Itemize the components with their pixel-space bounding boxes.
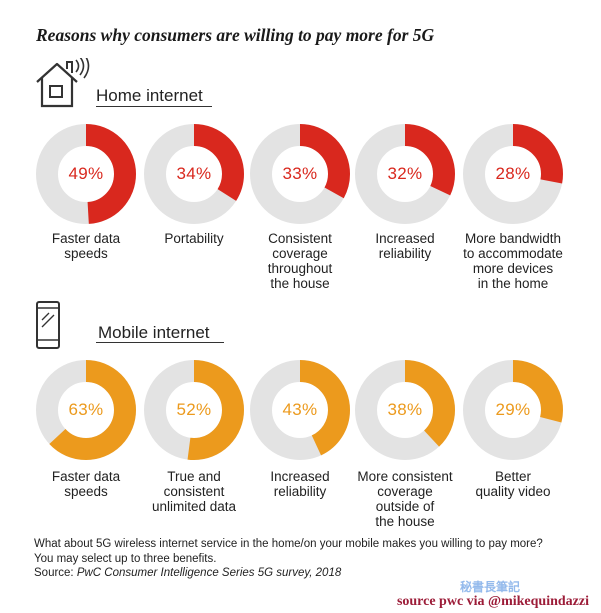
donut-category-label: Increased reliability (343, 231, 467, 261)
donut-home-5: 28% (463, 124, 563, 224)
donut-category-label-line: reliability (378, 246, 432, 261)
donut-category-label-line: More consistent (357, 469, 453, 484)
donut-percentage: 33% (282, 164, 318, 183)
donut-category-label: True and consistent unlimited data (132, 469, 256, 514)
donut-home-3: 33% (250, 124, 350, 224)
section-label-home: Home internet (96, 86, 203, 105)
donut-category-label-line: speeds (64, 484, 108, 499)
donut-category-label: Consistent coverage throughout the house (238, 231, 362, 291)
donut-category-label: Portability (132, 231, 256, 246)
donut-percentage: 32% (387, 164, 423, 183)
house-wifi-icon (34, 53, 96, 115)
survey-instruction: You may select up to three benefits. (34, 552, 217, 565)
donut-svg (463, 360, 563, 460)
donut-value-arc (355, 124, 455, 224)
donut-value-arc (250, 124, 350, 224)
source-line: Source: PwC Consumer Intelligence Series… (34, 566, 594, 581)
donut-category-label-line: Faster data (51, 231, 121, 246)
donut-percentage: 63% (68, 400, 104, 419)
donut-category-label-line: coverage (272, 246, 328, 261)
donut-home-2: 34% (144, 124, 244, 224)
donut-svg (355, 360, 455, 460)
donut-svg (144, 360, 244, 460)
donut-percentage: 38% (387, 400, 423, 419)
donut-mobile-2: 52% (144, 360, 244, 460)
donut-category-label: Increased reliability (238, 469, 362, 499)
donut-value-arc (355, 360, 455, 460)
donut-svg (355, 124, 455, 224)
donut-category-label-line: to accommodate (463, 246, 563, 261)
donut-category-label-line: more devices (472, 261, 554, 276)
donut-value-arc (36, 360, 136, 460)
donut-category-label-line: Faster data (51, 469, 121, 484)
donut-value-arc (463, 124, 563, 224)
donut-category-label-line: the house (270, 276, 330, 291)
donut-category-label-line: Better (494, 469, 532, 484)
donut-category-label-line: Increased (270, 469, 330, 484)
donut-category-label: More bandwidth to accommodate more devices… (451, 231, 575, 291)
donut-value-arc (463, 360, 563, 460)
donut-category-label-line: quality video (475, 484, 551, 499)
donut-svg (36, 360, 136, 460)
smartphone-icon (34, 300, 64, 357)
donut-value-arc (144, 360, 244, 460)
source-prefix: Source: (34, 567, 77, 579)
footnote: What about 5G wireless internet service … (34, 537, 594, 581)
donut-svg (250, 360, 350, 460)
donut-category-label-line: the house (375, 514, 435, 529)
chart-title: Reasons why consumers are willing to pay… (36, 25, 435, 45)
section-label-mobile: Mobile internet (98, 323, 210, 342)
donut-mobile-1: 63% (36, 360, 136, 460)
donut-category-label: More consistent coverage outside of the hou… (343, 469, 467, 529)
donut-category-label-line: reliability (273, 484, 327, 499)
section-divider-mobile (96, 342, 224, 343)
donut-svg (36, 124, 136, 224)
donut-percentage: 52% (176, 400, 212, 419)
donut-home-1: 49% (36, 124, 136, 224)
donut-percentage: 29% (495, 400, 531, 419)
donut-category-label-line: throughout (267, 261, 333, 276)
donut-value-arc (36, 124, 136, 224)
donut-category-label-line: True and (167, 469, 221, 484)
donut-percentage: 28% (495, 164, 531, 183)
donut-category-label-line: Consistent (268, 231, 332, 246)
donut-category-label-line: Portability (164, 231, 224, 246)
donut-category-label-line: More bandwidth (464, 231, 562, 246)
donut-percentage: 43% (282, 400, 318, 419)
section-divider-home (96, 106, 212, 107)
donut-category-label-line: unlimited data (151, 499, 237, 514)
survey-question: What about 5G wireless internet service … (34, 538, 543, 550)
donut-category-label-line: speeds (64, 246, 108, 261)
donut-value-arc (144, 124, 244, 224)
donut-category-label: Better quality video (451, 469, 575, 499)
donut-mobile-5: 29% (463, 360, 563, 460)
donut-category-label: Faster data speeds (24, 469, 148, 499)
donut-percentage: 34% (176, 164, 212, 183)
donut-category-label-line: outside of (375, 499, 435, 514)
donut-home-4: 32% (355, 124, 455, 224)
donut-mobile-3: 43% (250, 360, 350, 460)
donut-svg (463, 124, 563, 224)
source-title: PwC Consumer Intelligence Series 5G surv… (76, 567, 342, 579)
donut-value-arc (250, 360, 350, 460)
donut-svg (144, 124, 244, 224)
donut-svg (250, 124, 350, 224)
watermark-text: 秘書長筆記 (460, 580, 521, 594)
donut-category-label-line: consistent (163, 484, 225, 499)
donut-mobile-4: 38% (355, 360, 455, 460)
donut-category-label-line: in the home (477, 276, 549, 291)
donut-category-label-line: Increased (375, 231, 435, 246)
donut-category-label: Faster data speeds (24, 231, 148, 261)
donut-percentage: 49% (68, 164, 104, 183)
donut-category-label-line: coverage (377, 484, 433, 499)
credit-text: source pwc via @mikequindazzi (396, 594, 589, 609)
